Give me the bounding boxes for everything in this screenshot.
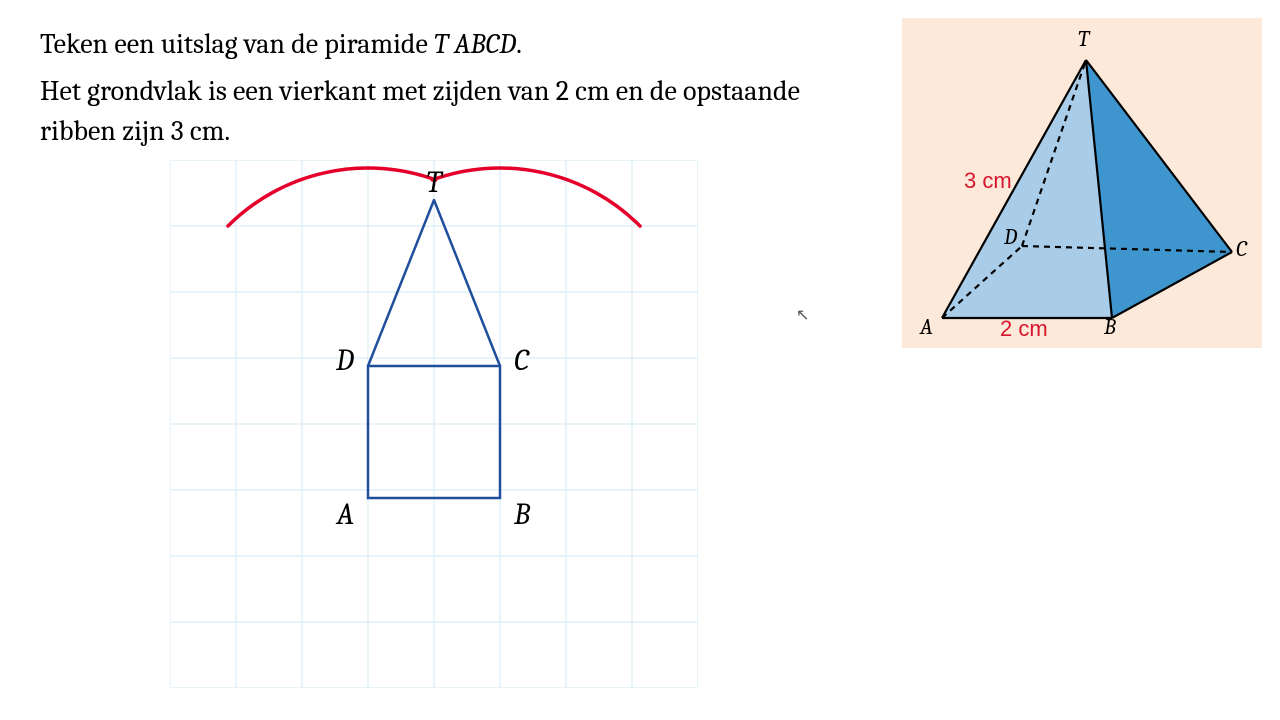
dim-edge-3cm: 3 cm <box>964 168 1012 194</box>
line1-prefix: Teken een uitslag van de piramide <box>40 28 434 60</box>
pyramid-name: T ABCD <box>434 28 516 60</box>
pyramid-3d-panel: T A B C D 3 cm 2 cm <box>902 18 1262 348</box>
construction-drawing: TDCAB <box>170 160 698 688</box>
label3d-D: D <box>1004 224 1017 250</box>
grid <box>170 160 698 688</box>
svg-text:A: A <box>336 497 354 532</box>
label3d-A: A <box>920 314 933 340</box>
problem-text: Teken een uitslag van de piramide T ABCD… <box>40 24 860 158</box>
mouse-cursor-icon: ↖ <box>796 305 809 324</box>
line1-suffix: . <box>516 28 522 60</box>
dim-base-2cm: 2 cm <box>1000 316 1048 342</box>
svg-text:B: B <box>513 497 531 532</box>
problem-line-2: Het grondvlak is een vierkant met zijden… <box>40 71 860 152</box>
svg-text:C: C <box>514 343 530 378</box>
label3d-C: C <box>1236 236 1247 262</box>
label3d-B: B <box>1104 314 1116 340</box>
page-root: Teken een uitslag van de piramide T ABCD… <box>0 0 1280 720</box>
svg-text:D: D <box>335 343 354 378</box>
problem-line-1: Teken een uitslag van de piramide T ABCD… <box>40 24 860 65</box>
pyramid-3d-svg <box>902 18 1262 348</box>
label3d-T: T <box>1078 26 1089 52</box>
